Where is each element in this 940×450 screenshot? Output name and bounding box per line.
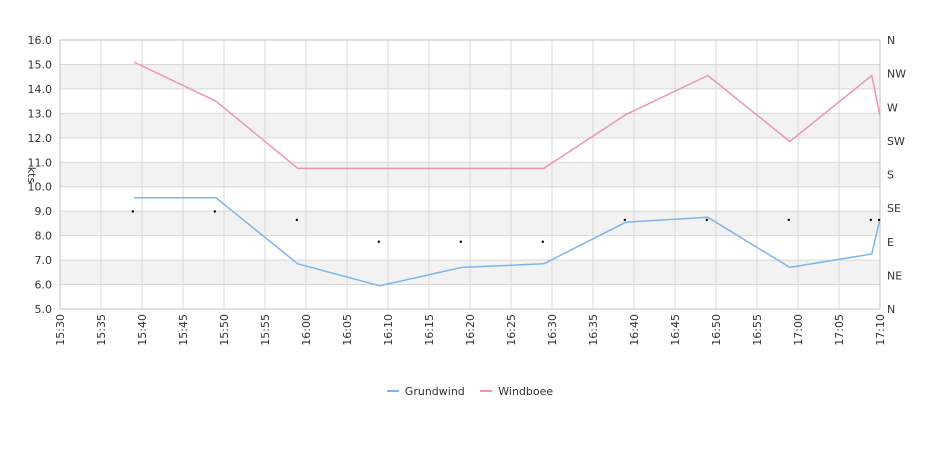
y2-tick-label: SE <box>887 202 901 215</box>
x-tick-label: 16:55 <box>751 314 764 346</box>
y-tick-label: 8.0 <box>35 230 53 243</box>
direction-marker <box>623 218 626 222</box>
x-tick-label: 15:55 <box>259 314 272 346</box>
legend-label-grundwind: Grundwind <box>404 385 465 398</box>
x-tick-label: 16:05 <box>341 314 354 346</box>
y-tick-label: 12.0 <box>28 132 53 145</box>
direction-marker <box>541 240 544 243</box>
y-tick-label: 13.0 <box>28 107 53 120</box>
x-tick-label: 16:45 <box>669 314 682 346</box>
x-tick-label: 15:40 <box>136 314 149 346</box>
x-tick-label: 16:30 <box>546 314 559 346</box>
x-tick-label: 16:15 <box>423 314 436 346</box>
direction-marker <box>295 218 298 222</box>
y2-tick-label: NE <box>887 269 902 282</box>
y-tick-label: 7.0 <box>35 254 53 267</box>
y2-tick-label: N <box>887 34 895 47</box>
plot-frame <box>59 39 881 310</box>
y2-tick-label: SW <box>887 135 905 148</box>
direction-marker <box>459 240 462 243</box>
x-tick-label: 17:00 <box>792 314 805 346</box>
y-tick-label: 9.0 <box>35 205 53 218</box>
x-tick-label: 15:30 <box>54 314 67 346</box>
x-tick-label: 15:35 <box>95 314 108 346</box>
direction-marker <box>869 218 872 222</box>
direction-marker <box>787 218 790 222</box>
chart-plot: 5.0 6.0 7.0 8.0 9.0 10.0 11.0 12.0 13.0 14.0 15.0 1… <box>25 34 906 346</box>
x-tick-label: 15:45 <box>177 314 190 346</box>
x-tick-label: 17:05 <box>833 314 846 346</box>
x-tick-label: 16:25 <box>505 314 518 346</box>
direction-marker <box>131 210 134 213</box>
direction-marker <box>705 218 708 222</box>
y-tick-label: 10.0 <box>28 181 53 194</box>
y-tick-label: 16.0 <box>28 34 53 47</box>
y2-tick-label: NW <box>887 68 906 81</box>
legend-swatch-grundwind <box>386 390 399 392</box>
series-line-grundwind <box>133 196 881 287</box>
direction-marker <box>877 218 881 222</box>
y-tick-label: 6.0 <box>35 279 53 292</box>
x-tick-label: 16:40 <box>628 314 641 346</box>
x-tick-label: 16:00 <box>300 314 313 346</box>
y-axis-label: kts <box>25 167 38 184</box>
y-tick-label: 15.0 <box>28 58 53 71</box>
y2-tick-label: E <box>887 236 894 249</box>
y2-tick-label: W <box>887 101 898 114</box>
direction-marker <box>377 240 380 243</box>
legend-item-windboee[interactable]: Windboee <box>480 385 553 398</box>
series-line-windboee <box>133 61 881 170</box>
legend-label-windboee: Windboee <box>498 385 554 398</box>
x-tick-label: 16:20 <box>464 314 477 346</box>
legend-swatch-windboee <box>480 390 493 392</box>
y-tick-label: 11.0 <box>28 156 53 169</box>
direction-marker <box>213 210 216 213</box>
x-tick-label: 17:10 <box>874 314 887 346</box>
y2-tick-label: N <box>887 303 895 316</box>
y-tick-label: 5.0 <box>35 303 53 316</box>
y2-tick-label: S <box>887 169 894 182</box>
x-tick-label: 16:10 <box>382 314 395 346</box>
x-tick-label: 16:50 <box>710 314 723 346</box>
legend-item-grundwind[interactable]: Grundwind <box>386 385 465 398</box>
x-tick-label: 15:50 <box>218 314 231 346</box>
x-tick-label: 16:35 <box>587 314 600 346</box>
y-tick-label: 14.0 <box>28 83 53 96</box>
chart-legend: Grundwind Windboee <box>0 385 940 398</box>
